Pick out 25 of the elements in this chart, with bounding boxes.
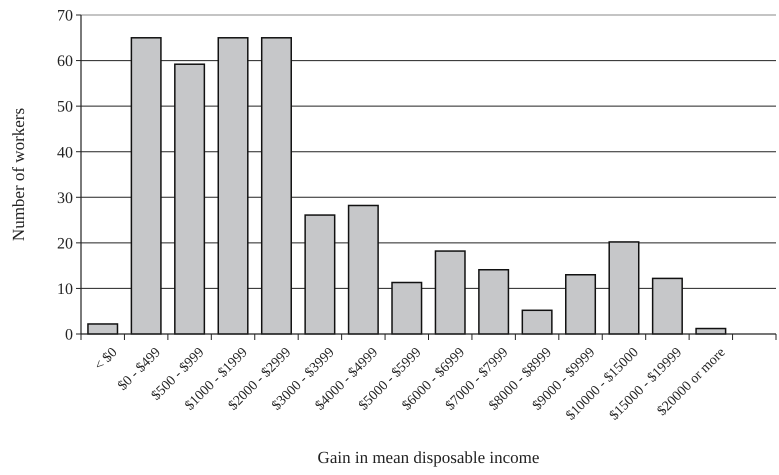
y-tick-label: 70 <box>57 8 73 25</box>
bar <box>391 282 422 335</box>
bar <box>218 37 249 335</box>
bar <box>260 37 292 335</box>
y-tick-label: 50 <box>57 98 73 116</box>
y-tick-label: 40 <box>57 144 73 162</box>
y-tick-label: 30 <box>57 190 73 207</box>
bar <box>522 310 553 335</box>
y-tick-label: 0 <box>65 326 73 344</box>
y-tick-label: 10 <box>57 281 73 298</box>
bar <box>434 250 466 335</box>
x-tick-label: < $0 <box>92 345 120 374</box>
bar <box>130 37 162 335</box>
bar <box>652 278 683 335</box>
bar <box>304 214 336 335</box>
y-tick-label: 60 <box>57 53 73 70</box>
bar <box>608 241 640 335</box>
x-axis-title: Gain in mean disposable income <box>318 448 540 467</box>
bar <box>478 268 510 335</box>
bar <box>348 204 379 335</box>
bar <box>174 63 206 335</box>
bar <box>87 323 118 335</box>
y-axis-title: Number of workers <box>9 108 28 242</box>
bar <box>565 274 596 335</box>
y-tick-label: 20 <box>57 235 73 252</box>
